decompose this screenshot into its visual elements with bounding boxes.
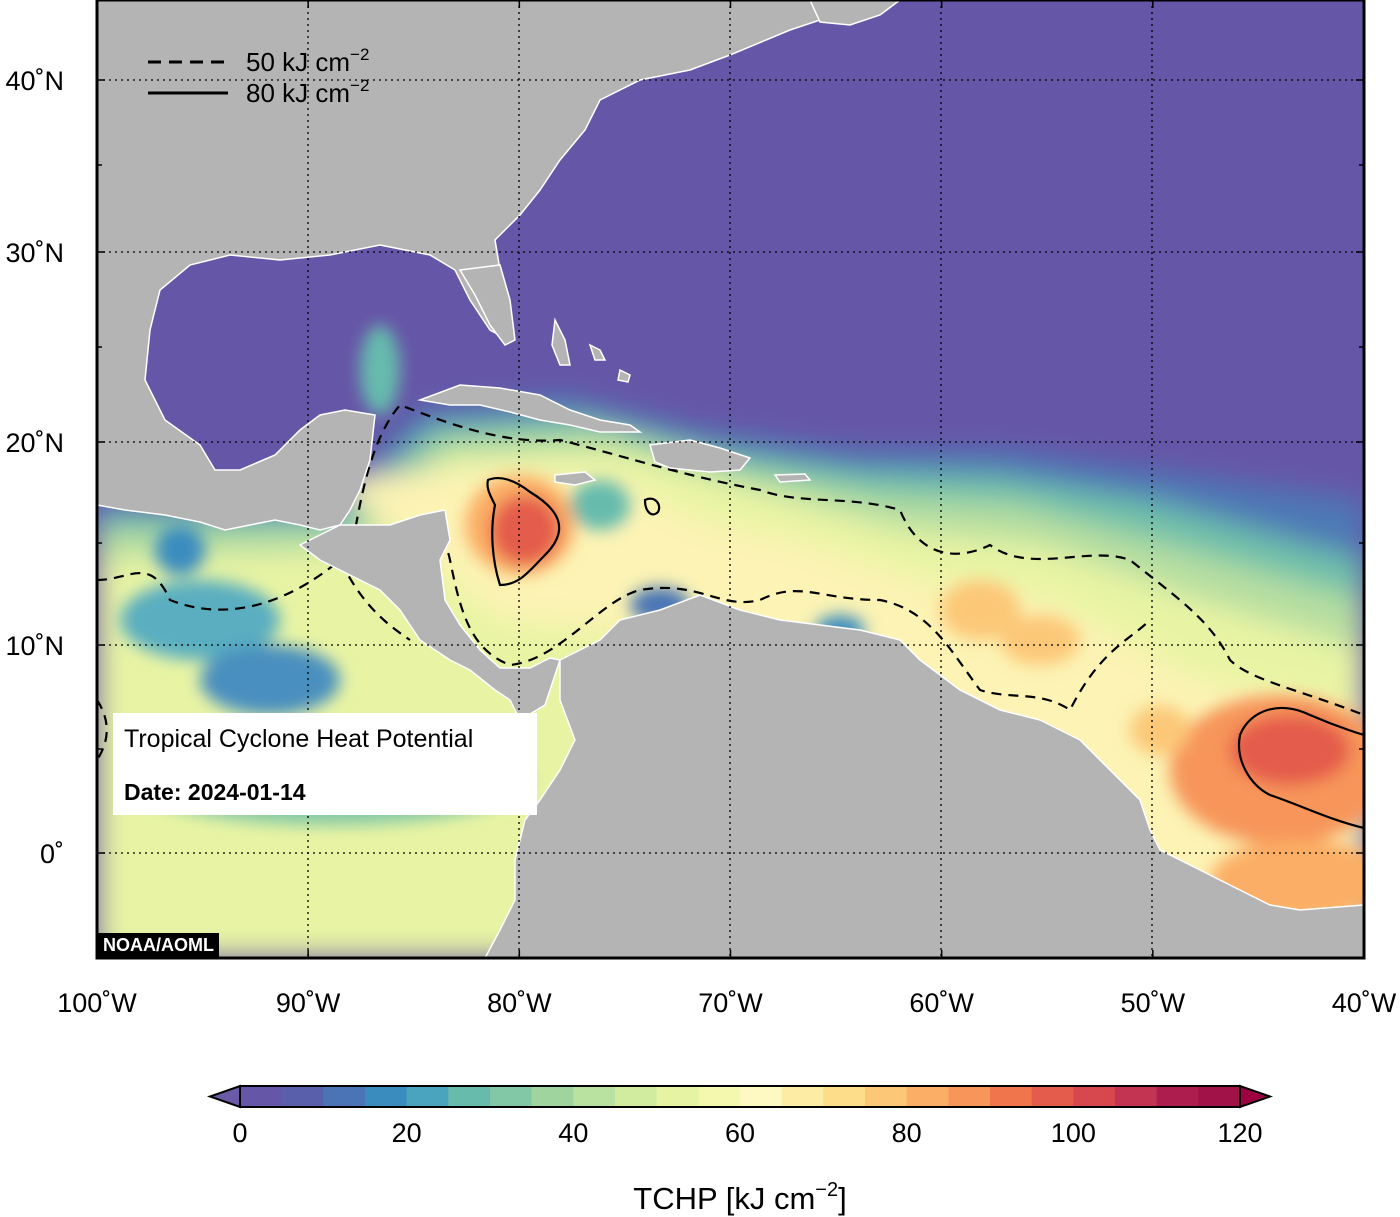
colorbar-segment: [698, 1086, 741, 1107]
colorbar-tick-labels: 0 20 40 60 80 100 120: [232, 1118, 1262, 1148]
hispaniola-land: [649, 439, 752, 473]
bahamas-land: [551, 317, 631, 383]
contour-lines: [97, 403, 1364, 830]
colorbar-segment: [240, 1086, 283, 1107]
colorbar-segment: [281, 1086, 324, 1107]
contour-80-small-a: [643, 497, 661, 516]
colorbar-segment: [740, 1086, 783, 1107]
colorbar-segment: [323, 1086, 366, 1107]
latitude-labels: 40˚N 30˚N 20˚N 10˚N 0˚: [5, 66, 64, 869]
longitude-labels: 100˚W 90˚W 80˚W 70˚W 60˚W 50˚W 40˚W: [57, 988, 1397, 1018]
contour-legend: 50 kJ cm−2 80 kJ cm−2: [148, 45, 369, 108]
colorbar-frame: [239, 1085, 1241, 1108]
contour-80-caribbean: [486, 476, 561, 587]
colorbar-segment: [365, 1086, 408, 1107]
nova-scotia-land: [809, 0, 902, 26]
lat-tickmarks: [97, 79, 1364, 854]
colorbar-over-arrow: [1239, 1084, 1274, 1109]
colorbar-title: TCHP [kJ cm−2]: [633, 1179, 846, 1216]
cuba-land: [417, 384, 643, 433]
colorbar-segment: [823, 1086, 866, 1107]
colorbar-tick-label: 0: [232, 1118, 247, 1148]
colorbar-segment: [865, 1086, 908, 1107]
info-box: Tropical Cyclone Heat Potential Date: 20…: [113, 713, 537, 815]
colorbar-segment: [531, 1086, 574, 1107]
colorbar-tick-label: 20: [392, 1118, 422, 1148]
colorbar-segment: [1198, 1086, 1241, 1107]
north-america-land: [97, 0, 831, 531]
colorbar-segment: [948, 1086, 991, 1107]
lon-label: 80˚W: [487, 988, 552, 1018]
lon-label: 100˚W: [57, 988, 137, 1018]
central-america-land: [298, 509, 561, 722]
colorbar-tick-label: 80: [892, 1118, 922, 1148]
colorbar-tick-label: 100: [1051, 1118, 1096, 1148]
south-america-land: [484, 594, 1364, 958]
colorbar-segment: [573, 1086, 616, 1107]
contour-50-pacific: [97, 558, 411, 761]
colorbar-segment: [448, 1086, 491, 1107]
colorbar-segment: [490, 1086, 533, 1107]
colorbar-tick-label: 60: [725, 1118, 755, 1148]
lat-label: 30˚N: [5, 238, 64, 268]
info-title: Tropical Cyclone Heat Potential: [124, 725, 474, 753]
colorbar-segment: [1031, 1086, 1074, 1107]
lat-label: 40˚N: [5, 66, 64, 96]
colorbar-segment: [406, 1086, 449, 1107]
lon-label: 50˚W: [1121, 988, 1186, 1018]
florida-land: [458, 264, 516, 346]
lat-label: 10˚N: [5, 631, 64, 661]
lat-label: 0˚: [40, 839, 64, 869]
colorbar-segment: [1115, 1086, 1158, 1107]
colorbar: [206, 1084, 1274, 1109]
colorbar-segment: [656, 1086, 699, 1107]
lon-label: 60˚W: [909, 988, 974, 1018]
colorbar-segment: [781, 1086, 824, 1107]
lon-tickmarks: [96, 0, 1365, 958]
colorbar-segment: [1073, 1086, 1116, 1107]
colorbar-tick-label: 40: [558, 1118, 588, 1148]
colorbar-segment: [990, 1086, 1033, 1107]
lon-label: 70˚W: [698, 988, 763, 1018]
jamaica-land: [554, 471, 597, 486]
colorbar-segment: [906, 1086, 949, 1107]
lon-label: 40˚W: [1332, 988, 1397, 1018]
colorbar-tick-label: 120: [1217, 1118, 1262, 1148]
puerto-rico-land: [773, 473, 812, 483]
legend-solid-label: 80 kJ cm−2: [246, 76, 369, 108]
colorbar-under-arrow: [206, 1084, 241, 1109]
land-masses: [97, 0, 1364, 958]
colorbar-segment: [615, 1086, 658, 1107]
info-date: Date: 2024-01-14: [124, 779, 306, 805]
lon-label: 90˚W: [276, 988, 341, 1018]
map-panel: [97, 0, 1364, 958]
colorbar-segment: [1156, 1086, 1199, 1107]
contour-50-caribbean: [348, 403, 1364, 717]
credit-label: NOAA/AOML: [98, 933, 219, 957]
legend-dashed-label: 50 kJ cm−2: [246, 45, 369, 77]
lat-label: 20˚N: [5, 428, 64, 458]
